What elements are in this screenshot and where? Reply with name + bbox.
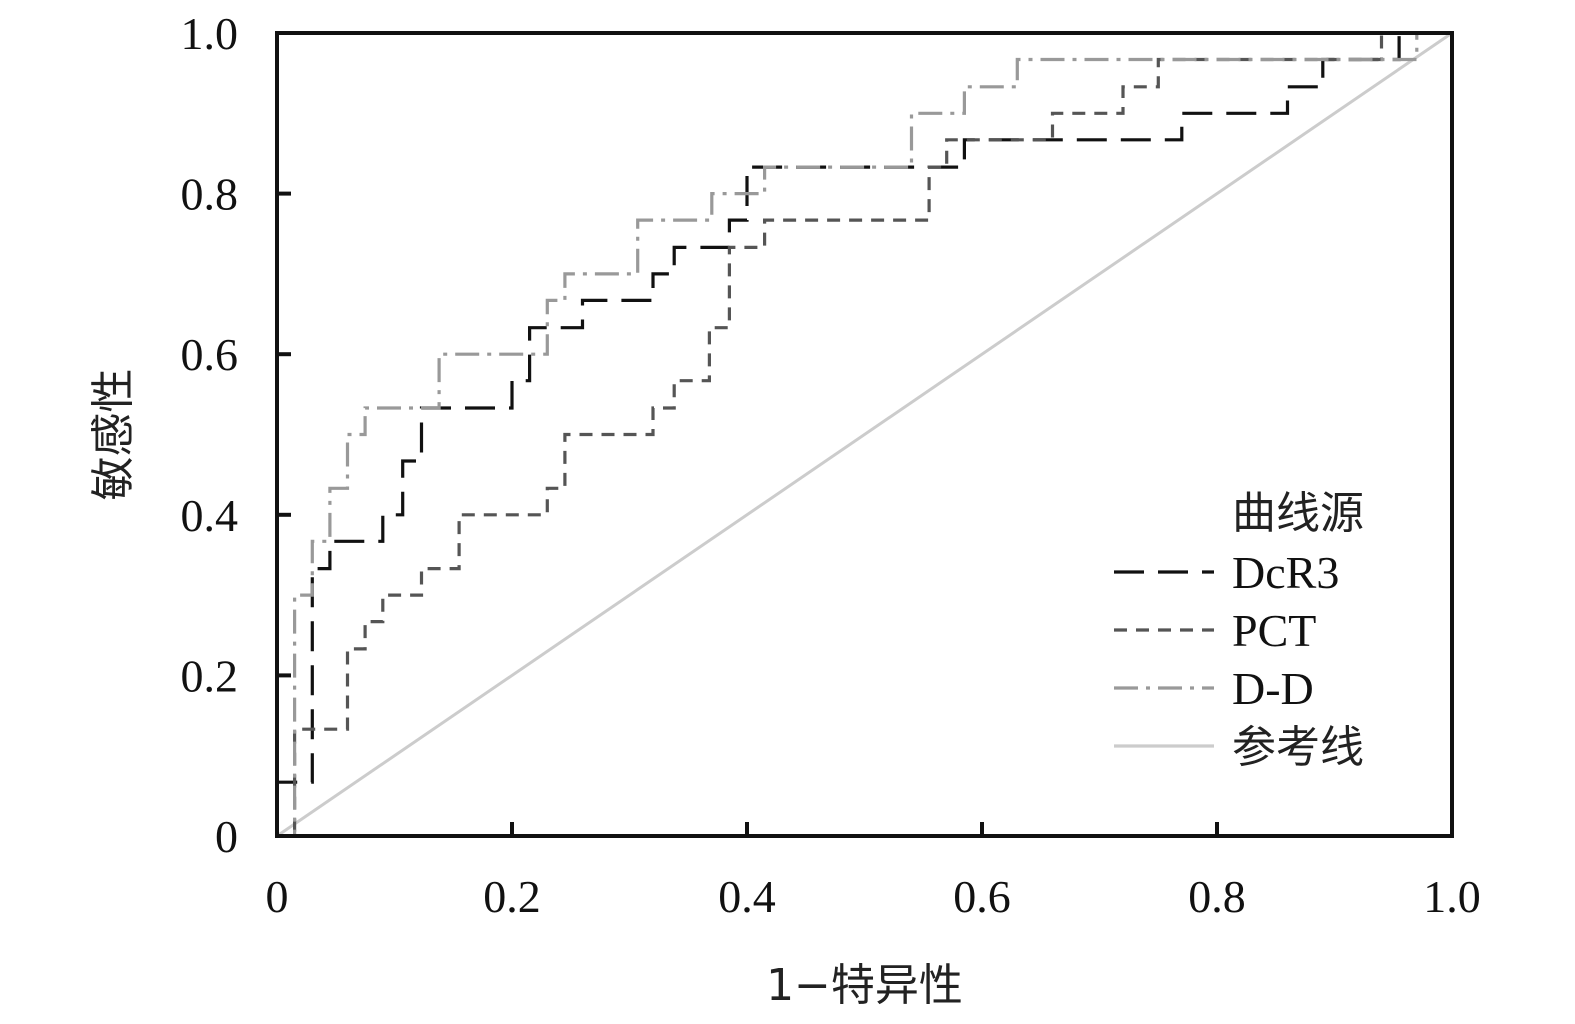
- y-tick-label: 0.2: [181, 650, 239, 701]
- series-line-dcr3: [275, 31, 1452, 836]
- y-axis-title: 敏感性: [88, 369, 139, 501]
- legend-label: D-D: [1232, 663, 1314, 714]
- x-tick-label: 0.2: [483, 871, 541, 922]
- legend-label: DcR3: [1232, 547, 1339, 598]
- ticks-layer: [277, 191, 1219, 836]
- x-axis-title: 1−特异性: [766, 960, 963, 1011]
- x-tick-label: 0.8: [1188, 871, 1246, 922]
- y-tick-label: 0.8: [181, 169, 239, 220]
- series-layer: [275, 31, 1453, 838]
- y-tick-label: 0: [215, 811, 238, 862]
- y-tick-label: 1.0: [181, 8, 239, 59]
- legend-label: 参考线: [1232, 722, 1364, 773]
- x-tick-label: 0: [266, 871, 289, 922]
- series-line-d-d: [277, 31, 1452, 838]
- x-tick-label: 0.6: [953, 871, 1011, 922]
- x-tick-label: 1.0: [1423, 871, 1481, 922]
- plot-frame: [275, 31, 1454, 838]
- series-line-pct: [277, 31, 1452, 838]
- tick-labels-layer: 0 0.2 0.4 0.6 0.8 1.0 0 0.2 0.4 0.6 0.8 1.0: [181, 8, 1481, 922]
- legend-title: 曲线源: [1232, 488, 1364, 539]
- legend: 曲线源 DcR3 PCT D-D 参考线: [1114, 488, 1364, 773]
- y-tick-label: 0.4: [181, 490, 239, 541]
- y-tick-label: 0.6: [181, 329, 239, 380]
- legend-label: PCT: [1232, 605, 1316, 656]
- x-tick-label: 0.4: [718, 871, 776, 922]
- series-line-reference: [276, 31, 1453, 838]
